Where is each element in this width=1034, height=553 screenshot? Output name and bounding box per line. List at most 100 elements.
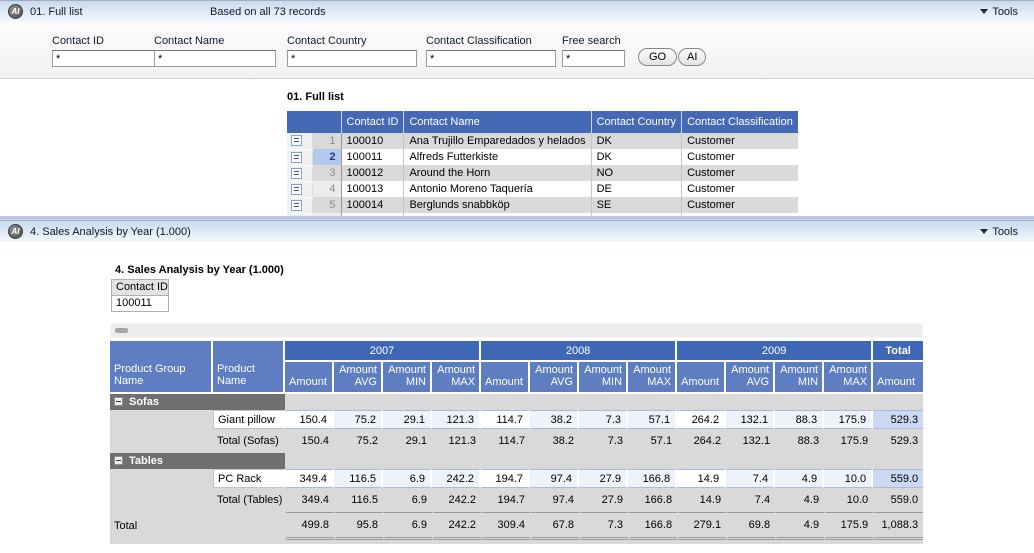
measure-header-amount-avg[interactable]: Amount AVG [334,362,383,394]
value-cell: 349.4 [285,469,334,488]
contacts-header-row: Contact ID Contact Name Contact Country … [287,111,798,133]
group-total-label: Total (Sofas) [213,429,285,453]
measure-header-total-amount[interactable]: Amount [873,362,924,394]
group-total-label: Total (Tables) [213,488,285,512]
value-cell: 132.1 [726,410,776,429]
value-cell: 88.3 [775,410,825,429]
measure-header-amount-min[interactable]: Amount MIN [579,362,629,394]
row-detail-icon[interactable] [291,151,302,163]
chevron-down-icon [980,229,989,234]
total-value-cell: 529.3 [873,410,924,429]
measure-header-amount[interactable]: Amount [677,362,727,394]
free-search-input[interactable] [562,50,625,67]
total-value: 349.4 [285,488,334,512]
measure-header-amount-max[interactable]: Amount MAX [628,362,678,394]
pivot-product-row[interactable]: Giant pillow 150.4 75.2 29.1 121.3 114.7… [110,410,924,429]
grand-total-value: 67.8 [530,512,580,540]
search-filter-bar: Contact ID Contact Name Contact Country … [0,22,1034,79]
value-cell: 27.9 [579,469,629,488]
row-detail-icon[interactable] [291,199,302,211]
value-cell: 175.9 [824,410,874,429]
total-value: 88.3 [775,429,825,453]
measure-header-amount[interactable]: Amount [481,362,531,394]
pivot-year-2008[interactable]: 2008 [481,341,678,362]
filter-label: Free search [562,35,621,47]
measure-header-amount-min[interactable]: Amount MIN [383,362,432,394]
column-header-contact-country[interactable]: Contact Country [591,111,683,133]
collapse-handle-icon[interactable] [115,328,128,333]
pivot-group-row-sofas[interactable]: Sofas [110,394,924,410]
tools-menu[interactable]: Tools [980,221,1018,242]
table-row[interactable]: 5 100014 Berglunds snabbköp SE Customer [287,197,798,214]
go-button[interactable]: GO [638,48,678,66]
value-cell: 29.1 [383,410,432,429]
value-cell: 10.0 [824,469,874,488]
total-value: 114.7 [481,429,531,453]
total-value: 29.1 [383,429,432,453]
column-header-contact-classification[interactable]: Contact Classification [681,111,798,133]
pivot-group-row-tables[interactable]: Tables [110,453,924,469]
contacts-table-section: 01. Full list Contact ID Contact Name Co… [287,91,798,216]
column-header-contact-id[interactable]: Contact ID [341,111,405,133]
table-row[interactable]: 6 100015 Cactus Comidas para llevar SE C… [287,213,798,216]
measure-header-amount-max[interactable]: Amount MAX [824,362,874,394]
row-detail-icon[interactable] [291,135,302,147]
full-list-panel-title: 01. Full list [30,5,83,18]
value-cell: 97.4 [530,469,580,488]
contact-id-input[interactable] [52,50,174,67]
column-header-contact-name[interactable]: Contact Name [403,111,592,133]
contact-country-input[interactable] [287,50,417,67]
table-row[interactable]: 3 100012 Around the Horn NO Customer [287,165,798,182]
measure-header-amount-avg[interactable]: Amount AVG [530,362,580,394]
row-detail-icon[interactable] [291,167,302,179]
total-value: 175.9 [824,429,874,453]
app-logo-icon: AI [8,224,23,239]
value-cell: 75.2 [334,410,383,429]
total-value: 27.9 [579,488,629,512]
row-detail-icon[interactable] [291,183,302,195]
filter-value-cell[interactable]: 100011 [111,295,169,312]
panel-sales-analysis: AI 4. Sales Analysis by Year (1.000) Too… [0,219,1034,550]
total-value: 264.2 [677,429,727,453]
measure-header-amount-min[interactable]: Amount MIN [775,362,825,394]
filter-label: Contact Classification [426,35,532,47]
total-value: 242.2 [432,488,482,512]
pivot-header-product-name[interactable]: Product Name [213,341,285,394]
sales-pivot-table: Product Group Name Product Name 2007 200… [110,341,924,544]
value-cell: 264.2 [677,410,727,429]
total-value: 38.2 [530,429,580,453]
ai-button[interactable]: AI [678,48,707,66]
pivot-year-2007[interactable]: 2007 [285,341,482,362]
cell-contact-id: 100011 [341,149,405,165]
total-value: 529.3 [873,429,924,453]
row-number: 4 [312,181,342,197]
pivot-total-group-header[interactable]: Total [873,341,924,362]
pivot-year-2009[interactable]: 2009 [677,341,874,362]
measure-header-amount-avg[interactable]: Amount AVG [726,362,776,394]
contacts-table-title: 01. Full list [287,91,344,103]
collapse-minus-icon[interactable] [114,397,123,406]
row-detail-icon[interactable] [291,215,302,216]
row-number: 6 [312,213,342,216]
pivot-grand-total-row: Total 499.8 95.8 6.9 242.2 309.4 67.8 7.… [110,512,924,540]
pivot-measure-header-row: Amount Amount AVG Amount MIN Amount MAX … [110,362,924,394]
measure-header-amount[interactable]: Amount [285,362,334,394]
table-row[interactable]: 1 100010 Ana Trujillo Emparedados y hela… [287,133,798,150]
contact-id-filter: Contact ID 100011 [111,279,169,312]
table-row-selected[interactable]: 2 100011 Alfreds Futterkiste DK Customer [287,149,798,166]
total-value: 75.2 [334,429,383,453]
grand-total-value: 95.8 [334,512,383,540]
grand-total-value: 7.3 [579,512,629,540]
measure-header-amount-max[interactable]: Amount MAX [432,362,482,394]
tools-menu[interactable]: Tools [980,1,1018,22]
pivot-header-product-group-name[interactable]: Product Group Name [110,341,213,394]
table-row[interactable]: 4 100013 Antonio Moreno Taquería DE Cust… [287,181,798,198]
tools-label: Tools [992,225,1018,238]
total-value: 97.4 [530,488,580,512]
cell-contact-id: 100015 [341,213,405,216]
contact-name-input[interactable] [154,50,276,67]
pivot-product-row[interactable]: PC Rack 349.4 116.5 6.9 242.2 194.7 97.4… [110,469,924,488]
total-value: 132.1 [726,429,776,453]
contact-classification-input[interactable] [426,50,556,67]
collapse-minus-icon[interactable] [114,456,123,465]
